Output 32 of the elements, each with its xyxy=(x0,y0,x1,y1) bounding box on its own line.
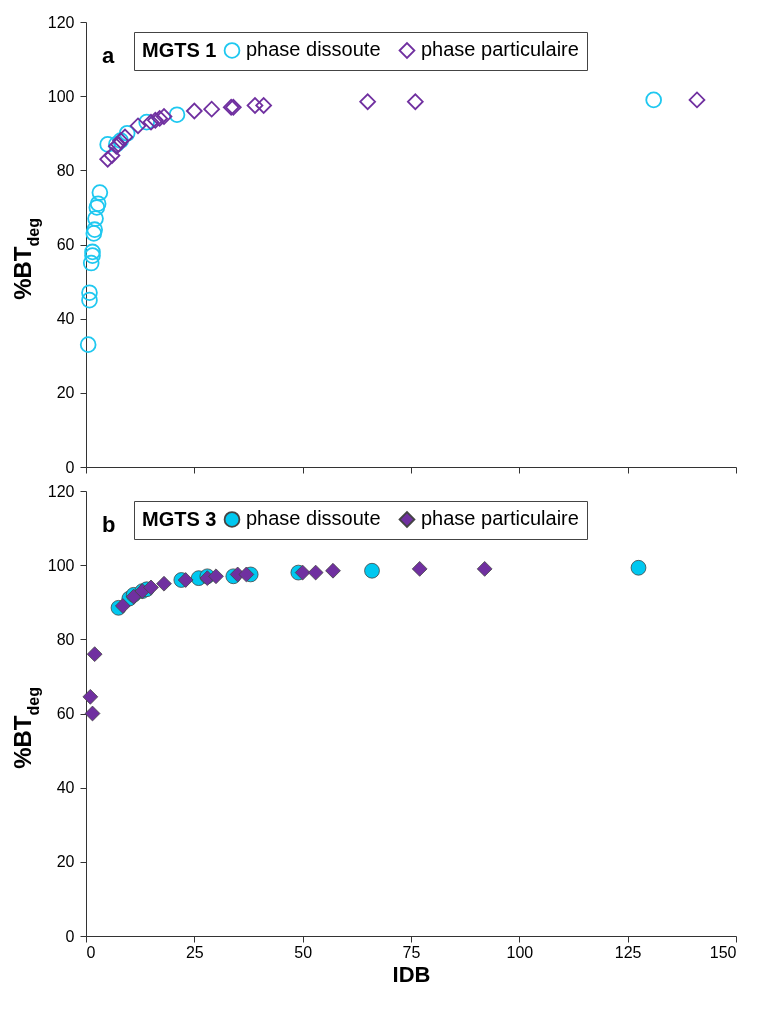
y-tick-label: 40 xyxy=(56,779,75,797)
legend-label: phase particulaire xyxy=(421,507,579,530)
x-tick-label: 0 xyxy=(86,943,96,961)
y-tick-label: 0 xyxy=(65,927,75,945)
y-tick-label: 100 xyxy=(47,556,75,574)
annotation: b xyxy=(102,512,116,537)
annotation: a xyxy=(102,43,115,68)
y-axis-title: %BTdeg xyxy=(9,218,42,300)
y-tick-label: 80 xyxy=(56,161,75,179)
x-tick-label: 75 xyxy=(402,943,421,961)
legend-label: phase dissoute xyxy=(246,38,381,61)
y-axis-title: %BTdeg xyxy=(9,687,42,769)
y-tick-label: 80 xyxy=(56,630,75,648)
legend-title: MGTS 3 xyxy=(142,508,217,530)
y-tick-label: 100 xyxy=(47,87,75,105)
y-tick-label: 120 xyxy=(47,482,75,500)
x-tick-label: 50 xyxy=(294,943,313,961)
y-tick-label: 20 xyxy=(56,384,75,402)
x-tick-label: 25 xyxy=(185,943,204,961)
x-tick-label: 150 xyxy=(709,943,737,961)
y-tick-label: 0 xyxy=(65,458,75,476)
y-tick-label: 20 xyxy=(56,853,75,871)
y-tick-label: 120 xyxy=(47,13,75,31)
x-tick-label: 125 xyxy=(614,943,642,961)
y-tick-label: 60 xyxy=(56,236,75,253)
legend-label: phase particulaire xyxy=(421,38,579,61)
x-tick-label: 100 xyxy=(506,943,534,961)
y-tick-label: 60 xyxy=(56,705,75,722)
x-axis-title: IDB xyxy=(392,961,431,987)
legend-label: phase dissoute xyxy=(246,507,381,530)
legend-title: MGTS 1 xyxy=(142,39,217,61)
y-tick-label: 40 xyxy=(56,310,75,328)
